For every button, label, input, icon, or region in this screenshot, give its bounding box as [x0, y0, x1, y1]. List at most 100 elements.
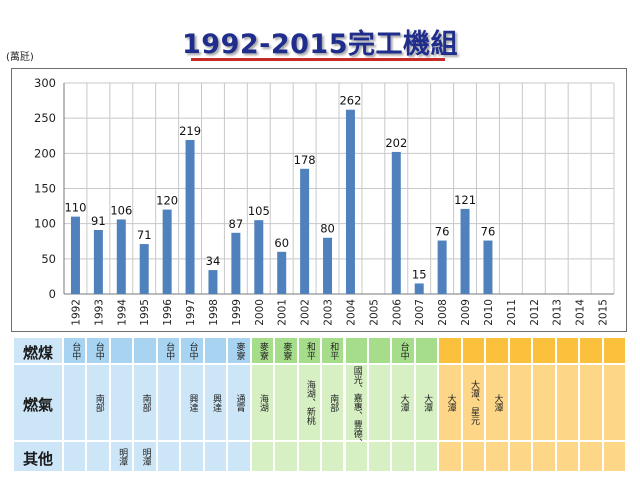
table-cell — [321, 441, 345, 472]
table-cell — [602, 441, 626, 472]
table-cell — [297, 364, 322, 441]
table-cell — [344, 364, 368, 441]
table-cell — [321, 337, 345, 364]
y-tick-label: 50 — [41, 252, 56, 266]
table-cell — [438, 337, 462, 364]
table-cell — [602, 337, 626, 364]
table-cell-text: 海湖 — [257, 393, 268, 412]
table-cell — [391, 364, 415, 441]
table-cell — [555, 364, 580, 441]
table-cell — [227, 364, 251, 441]
bar-value-label: 91 — [91, 214, 106, 228]
table-cell — [109, 364, 134, 441]
bar-value-label: 202 — [385, 136, 407, 150]
table-cell-text: 南部 — [328, 393, 339, 412]
table-cell — [461, 441, 486, 472]
y-tick-label: 300 — [34, 76, 56, 90]
bar — [139, 244, 149, 294]
table-cell — [508, 364, 533, 441]
table-cell — [203, 337, 228, 364]
table-cell-text: 興達 — [210, 393, 221, 412]
table-cell-text: 興達 — [187, 393, 198, 412]
table-cell-text: 大潭 — [422, 393, 433, 412]
bar-value-label: 71 — [137, 228, 152, 242]
table-cell — [109, 337, 134, 364]
bar — [231, 232, 241, 294]
table-cell-text: 台中 — [187, 341, 198, 360]
bar — [323, 237, 333, 294]
x-tick-label: 2009 — [460, 299, 472, 326]
bar-value-label: 34 — [206, 254, 221, 268]
table-cell — [156, 441, 181, 472]
table-cell — [274, 441, 298, 472]
y-tick-label: 250 — [34, 111, 56, 125]
bar-chart: 0 50 100 150 200 250 300 110 1992 91 1993 106 1994 71… — [34, 76, 615, 326]
table-cell — [180, 441, 204, 472]
table-cell — [297, 337, 322, 364]
bar — [208, 270, 218, 294]
table-cell-text: 南部 — [140, 393, 151, 412]
table-cell — [63, 441, 87, 472]
bar — [460, 208, 470, 294]
table-cell — [485, 337, 509, 364]
table-cell — [532, 364, 556, 441]
table-cell — [250, 441, 275, 472]
table-row-label-cell — [13, 337, 63, 364]
bar — [437, 240, 447, 294]
table-cell-text: 大潭 — [398, 393, 409, 412]
table-cell — [555, 337, 580, 364]
table-cell — [602, 364, 626, 441]
table-row-label-cell — [13, 364, 63, 441]
x-tick-label: 2014 — [575, 299, 587, 326]
x-tick-label: 1992 — [70, 299, 82, 326]
title-underline — [191, 58, 445, 61]
x-tick-label: 1998 — [208, 299, 220, 326]
x-tick-label: 1995 — [139, 299, 151, 326]
table-cell — [485, 364, 509, 441]
bar — [277, 251, 287, 294]
bar — [483, 240, 493, 294]
table-cell — [579, 364, 603, 441]
bar — [345, 109, 355, 294]
bar-value-label: 87 — [229, 217, 244, 231]
bar — [254, 220, 264, 294]
bar-value-label: 60 — [274, 236, 289, 250]
x-tick-label: 2005 — [368, 299, 380, 326]
y-tick-label: 0 — [49, 287, 56, 301]
table-cell — [203, 364, 228, 441]
bar — [300, 168, 310, 294]
table-cell — [344, 441, 368, 472]
table-cell — [508, 441, 533, 472]
table-cell-text: 大潭 — [492, 393, 503, 412]
bar — [414, 283, 424, 294]
table-cell-text: 大潭、星元 — [469, 380, 480, 425]
page-title: 1992-2015完工機組 — [182, 29, 458, 60]
table-cell — [508, 337, 533, 364]
y-tick-label: 100 — [34, 217, 56, 231]
table-cell — [133, 337, 157, 364]
table-cell-text: 台中 — [164, 341, 175, 360]
table-cell — [297, 441, 322, 472]
table-cell — [461, 337, 486, 364]
table-cell — [180, 364, 204, 441]
table-cell — [438, 441, 462, 472]
table-cell — [133, 364, 157, 441]
bar-value-label: 262 — [339, 94, 361, 108]
x-tick-label: 2001 — [277, 299, 289, 326]
table-cell-text: 通霄 — [234, 393, 245, 412]
table-cell — [227, 441, 251, 472]
x-tick-label: 2012 — [529, 299, 541, 326]
table-cell — [156, 364, 181, 441]
table-cell — [414, 364, 439, 441]
x-tick-label: 2015 — [598, 299, 610, 326]
x-tick-label: 2004 — [345, 299, 357, 326]
table-cell — [461, 364, 486, 441]
table-cell — [391, 337, 415, 364]
table-cell — [579, 337, 603, 364]
x-tick-label: 1993 — [93, 299, 105, 326]
table-cell-text: 和平 — [328, 341, 339, 360]
table-cell-text: 台中 — [93, 341, 104, 360]
table-cell — [109, 441, 134, 472]
table-cell — [532, 441, 556, 472]
table-cell — [250, 364, 275, 441]
